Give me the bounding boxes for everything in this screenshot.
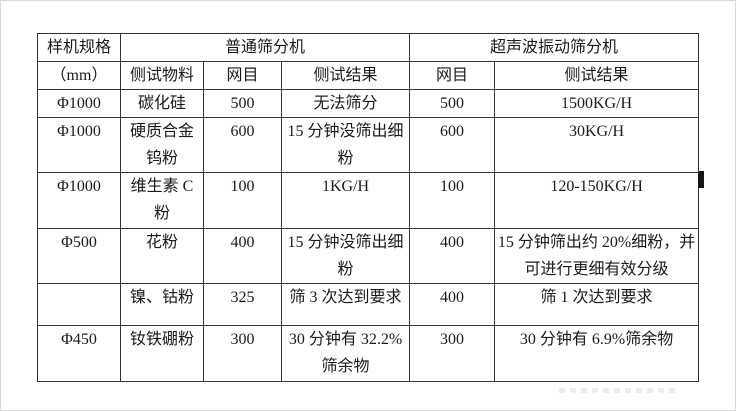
cell-mesh-ordinary: 300 (203, 325, 282, 382)
faint-watermark (559, 388, 677, 393)
cell-mesh-ultrasonic: 100 (409, 172, 496, 229)
header-mesh-ultrasonic: 网目 (409, 61, 496, 90)
header-result-ultrasonic: 侧试结果 (494, 61, 700, 90)
cell-mesh-ordinary: 400 (203, 228, 282, 284)
cell-spec: Φ500 (37, 228, 121, 284)
header-material: 侧试物料 (120, 61, 204, 90)
cell-mesh-ultrasonic: 400 (409, 228, 496, 284)
cell-material: 维生素 C 粉 (120, 172, 204, 229)
table-row: Φ500 花粉 400 15 分钟没筛出细 粉 400 15 分钟筛出约 20%… (37, 228, 700, 284)
header-result-ordinary: 侧试结果 (280, 61, 411, 90)
cell-result-ordinary: 筛 3 次达到要求 (280, 283, 411, 326)
cell-material: 花粉 (120, 228, 204, 284)
scan-artifact-mark (698, 171, 704, 188)
cell-result-ultrasonic: 15 分钟筛出约 20%细粉，并 可进行更细有效分级 (494, 228, 700, 284)
table-row: Φ1000 碳化硅 500 无法筛分 500 1500KG/H (37, 89, 700, 118)
table-row: Φ1000 维生素 C 粉 100 1KG/H 100 120-150KG/H (37, 172, 700, 229)
cell-mesh-ultrasonic: 400 (409, 283, 496, 326)
cell-spec: Φ450 (37, 325, 121, 382)
header-spec-label: 样机规格 (37, 33, 121, 62)
cell-result-ordinary: 1KG/H (280, 172, 411, 229)
sieving-comparison-table: 样机规格 普通筛分机 超声波振动筛分机 （mm） 侧试物料 网目 侧试结果 网目… (37, 33, 700, 382)
cell-result-ultrasonic: 30 分钟有 6.9%筛余物 (494, 325, 700, 382)
header-ordinary-machine-group: 普通筛分机 (119, 33, 411, 62)
table-row: Φ450 钕铁硼粉 300 30 分钟有 32.2% 筛余物 300 30 分钟… (37, 325, 700, 382)
header-ultrasonic-machine-group: 超声波振动筛分机 (409, 33, 700, 62)
cell-material: 镍、钴粉 (120, 283, 204, 326)
cell-material: 碳化硅 (120, 89, 204, 118)
cell-spec: Φ1000 (37, 172, 121, 229)
cell-result-ultrasonic: 120-150KG/H (494, 172, 700, 229)
cell-mesh-ordinary: 325 (203, 283, 282, 326)
header-row-columns: （mm） 侧试物料 网目 侧试结果 网目 侧试结果 (37, 61, 700, 90)
cell-result-ordinary: 15 分钟没筛出细 粉 (280, 228, 411, 284)
cell-result-ultrasonic: 筛 1 次达到要求 (494, 283, 700, 326)
table-row: Φ1000 硬质合金 钨粉 600 15 分钟没筛出细 粉 600 30KG/H (37, 117, 700, 173)
cell-mesh-ordinary: 100 (203, 172, 282, 229)
cell-result-ordinary: 30 分钟有 32.2% 筛余物 (280, 325, 411, 382)
cell-result-ultrasonic: 30KG/H (494, 117, 700, 173)
cell-mesh-ultrasonic: 500 (409, 89, 496, 118)
header-mesh-ordinary: 网目 (203, 61, 282, 90)
header-row-groups: 样机规格 普通筛分机 超声波振动筛分机 (37, 33, 700, 62)
cell-mesh-ordinary: 600 (203, 117, 282, 173)
cell-result-ordinary: 15 分钟没筛出细 粉 (280, 117, 411, 173)
cell-mesh-ordinary: 500 (203, 89, 282, 118)
table-row: 镍、钴粉 325 筛 3 次达到要求 400 筛 1 次达到要求 (37, 283, 700, 326)
cell-mesh-ultrasonic: 600 (409, 117, 496, 173)
cell-material: 钕铁硼粉 (120, 325, 204, 382)
cell-material: 硬质合金 钨粉 (120, 117, 204, 173)
header-spec-unit: （mm） (37, 61, 121, 90)
cell-result-ultrasonic: 1500KG/H (494, 89, 700, 118)
cell-spec (37, 283, 121, 326)
cell-spec: Φ1000 (37, 89, 121, 118)
cell-mesh-ultrasonic: 300 (409, 325, 496, 382)
cell-spec: Φ1000 (37, 117, 121, 173)
cell-result-ordinary: 无法筛分 (280, 89, 411, 118)
